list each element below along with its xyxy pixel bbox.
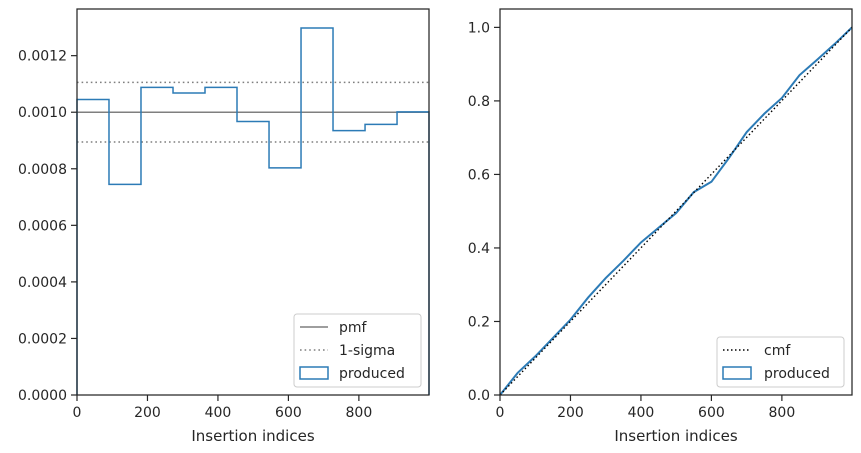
x-tick-label: 200	[557, 405, 584, 421]
x-tick-label: 200	[134, 405, 161, 421]
plot-frame	[499, 8, 853, 396]
y-tick-label: 0.0002	[18, 331, 67, 347]
legend-produced-label: produced	[339, 366, 405, 382]
cmf-line	[499, 26, 853, 396]
x-tick-label: 400	[628, 405, 655, 421]
y-tick-label: 0.4	[468, 241, 490, 257]
legend-cmf-label: cmf	[764, 343, 791, 359]
legend-pmf-label: pmf	[339, 320, 368, 336]
plot-frame	[76, 8, 430, 396]
y-tick-label: 0.0006	[18, 218, 67, 234]
legend-produced-label: produced	[764, 366, 830, 382]
histogram-bin	[141, 87, 173, 395]
histogram-bin	[173, 93, 205, 395]
histogram-bin	[77, 99, 109, 395]
histogram-bin	[109, 184, 141, 395]
produced-histogram-step	[76, 27, 430, 395]
y-tick-label: 0.2	[468, 314, 490, 330]
pmf-histogram-panel: 0 200 400 600 800 0.0000 0.0002 0.0004 0.0006 0.0…	[18, 8, 430, 445]
x-tick-label: 800	[346, 405, 373, 421]
x-axis-label: Insertion indices	[191, 427, 314, 445]
x-tick-label: 600	[698, 405, 725, 421]
y-tick-label: 0.6	[468, 167, 490, 183]
y-tick-label: 0.0	[468, 388, 490, 404]
cmf-line-panel: 0 200 400 600 800 0.0 0.2 0.4 0.6 0.8 1.0 Insertion…	[468, 8, 853, 445]
legend-box	[716, 336, 845, 388]
legend-produced-swatch	[299, 366, 329, 380]
y-tick-label: 0.8	[468, 94, 490, 110]
histogram-bin	[205, 87, 237, 395]
legend-produced-swatch	[722, 366, 752, 380]
x-tick-label: 600	[275, 405, 302, 421]
legend-box	[293, 313, 422, 388]
y-tick-label: 0.0004	[18, 275, 67, 291]
legend-sigma-label: 1-sigma	[339, 343, 395, 359]
x-tick-label: 0	[73, 405, 82, 421]
y-tick-label: 0.0008	[18, 162, 67, 178]
x-tick-label: 0	[496, 405, 505, 421]
y-tick-label: 0.0000	[18, 388, 67, 404]
x-tick-label: 400	[205, 405, 232, 421]
y-tick-label: 1.0	[468, 20, 490, 36]
histogram-bin	[237, 122, 269, 395]
x-tick-label: 800	[769, 405, 796, 421]
x-axis-label: Insertion indices	[614, 427, 737, 445]
y-tick-label: 0.0010	[18, 105, 67, 121]
y-tick-label: 0.0012	[18, 49, 67, 65]
